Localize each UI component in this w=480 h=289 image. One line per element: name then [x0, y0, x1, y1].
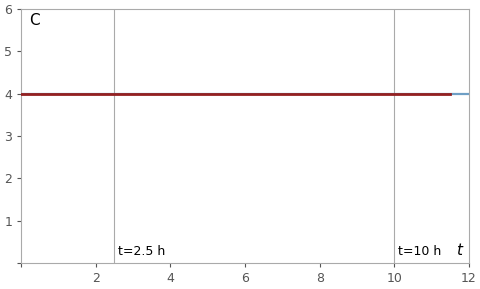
Text: t: t [455, 243, 461, 258]
Text: C: C [29, 13, 39, 28]
Text: t=2.5 h: t=2.5 h [118, 245, 165, 258]
Text: t=10 h: t=10 h [397, 245, 440, 258]
